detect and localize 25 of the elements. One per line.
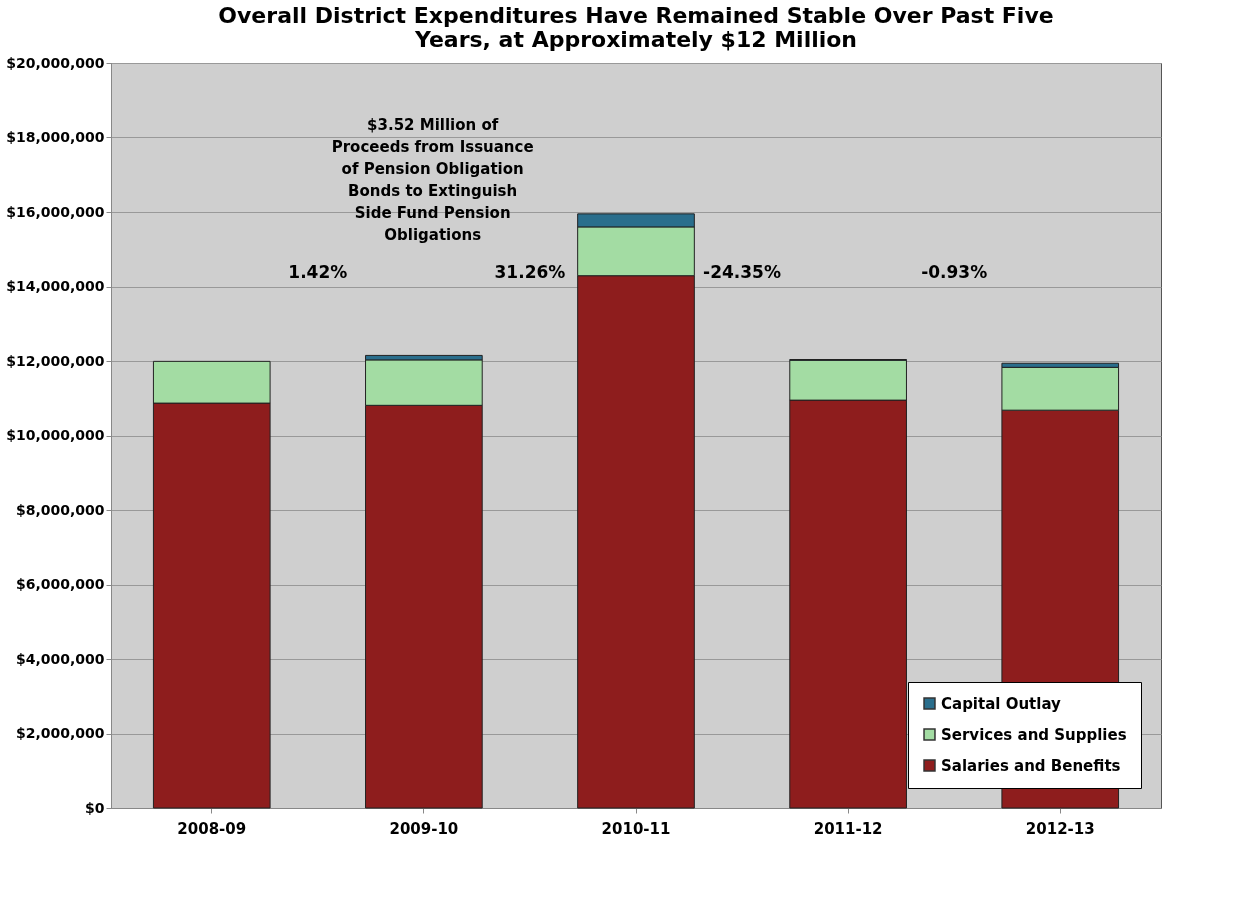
annotation: -24.35% xyxy=(703,261,781,282)
y-tick-label: $14,000,000 xyxy=(6,278,105,294)
y-tick-label: $20,000,000 xyxy=(6,54,105,71)
chart-title: Overall District Expenditures Have Remained Stable Over Past Five Years, at Approximately $12 Million xyxy=(218,3,1054,52)
annotation: $3.52 Million of Proceeds from Issuance of Pension Obligation Bonds to Extinguish Side Fund Pension Obligations xyxy=(331,116,534,244)
y-tick-label: $6,000,000 xyxy=(15,576,105,592)
x-tick-label: 2011-12 xyxy=(813,819,883,838)
annotation: 31.26% xyxy=(494,261,566,282)
y-tick-label: $0 xyxy=(85,799,105,816)
y-tick-label: $12,000,000 xyxy=(6,352,105,369)
x-tick-label: 2012-13 xyxy=(1025,819,1095,838)
y-tick-label: $4,000,000 xyxy=(15,650,105,667)
legend-label: Salaries and Benefits xyxy=(941,756,1121,775)
legend-label: Capital Outlay xyxy=(941,694,1062,713)
annotation: -0.93% xyxy=(921,261,988,282)
x-tick-label: 2010-11 xyxy=(601,819,671,838)
annotation: 1.42% xyxy=(288,261,348,282)
x-tick-label: 2008-09 xyxy=(177,819,247,838)
x-tick-label: 2009-10 xyxy=(389,819,459,838)
y-tick-label: $18,000,000 xyxy=(6,129,105,145)
y-tick-label: $2,000,000 xyxy=(15,725,105,741)
y-tick-label: $8,000,000 xyxy=(15,501,105,518)
legend-label: Services and Supplies xyxy=(941,725,1127,744)
y-tick-label: $16,000,000 xyxy=(6,203,105,220)
y-tick-label: $10,000,000 xyxy=(6,427,105,443)
